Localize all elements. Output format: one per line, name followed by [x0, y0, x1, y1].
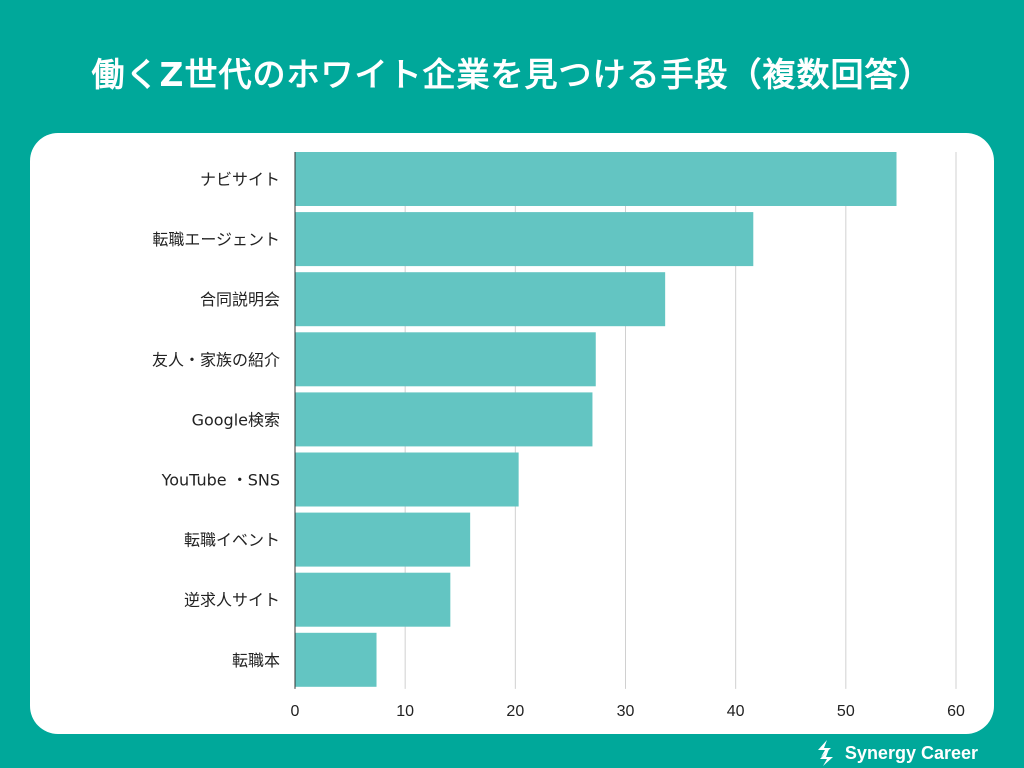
category-label: 転職本: [232, 651, 280, 670]
brand-logo: Synergy Career: [815, 738, 978, 768]
x-tick-label: 40: [727, 703, 745, 720]
bar: [295, 512, 471, 567]
bar: [295, 272, 666, 327]
synergy-logo-icon: [817, 740, 833, 766]
x-tick-label: 20: [506, 703, 524, 720]
chart-title: 働くZ世代のホワイト企業を見つける手段（複数回答）: [91, 55, 933, 94]
category-label: 逆求人サイト: [184, 591, 280, 610]
x-tick-label: 30: [617, 703, 635, 720]
brand-name: Synergy Career: [844, 742, 978, 763]
bar: [295, 452, 519, 507]
category-label: 合同説明会: [200, 290, 280, 309]
bar: [295, 392, 593, 447]
category-label: ナビサイト: [200, 170, 280, 189]
x-tick-label: 10: [396, 703, 414, 720]
category-label: YouTube ・SNS: [161, 471, 280, 490]
category-label: 転職イベント: [184, 531, 280, 550]
category-label: 友人・家族の紹介: [152, 350, 280, 369]
bar: [295, 332, 596, 387]
x-tick-label: 60: [947, 703, 965, 720]
x-tick-label: 50: [837, 703, 855, 720]
x-tick-label: 0: [291, 703, 300, 720]
bar: [295, 632, 377, 687]
bar: [295, 572, 451, 627]
category-label: 転職エージェント: [152, 230, 280, 249]
bar: [295, 152, 897, 206]
category-label: Google検索: [192, 410, 280, 429]
bar: [295, 212, 754, 267]
